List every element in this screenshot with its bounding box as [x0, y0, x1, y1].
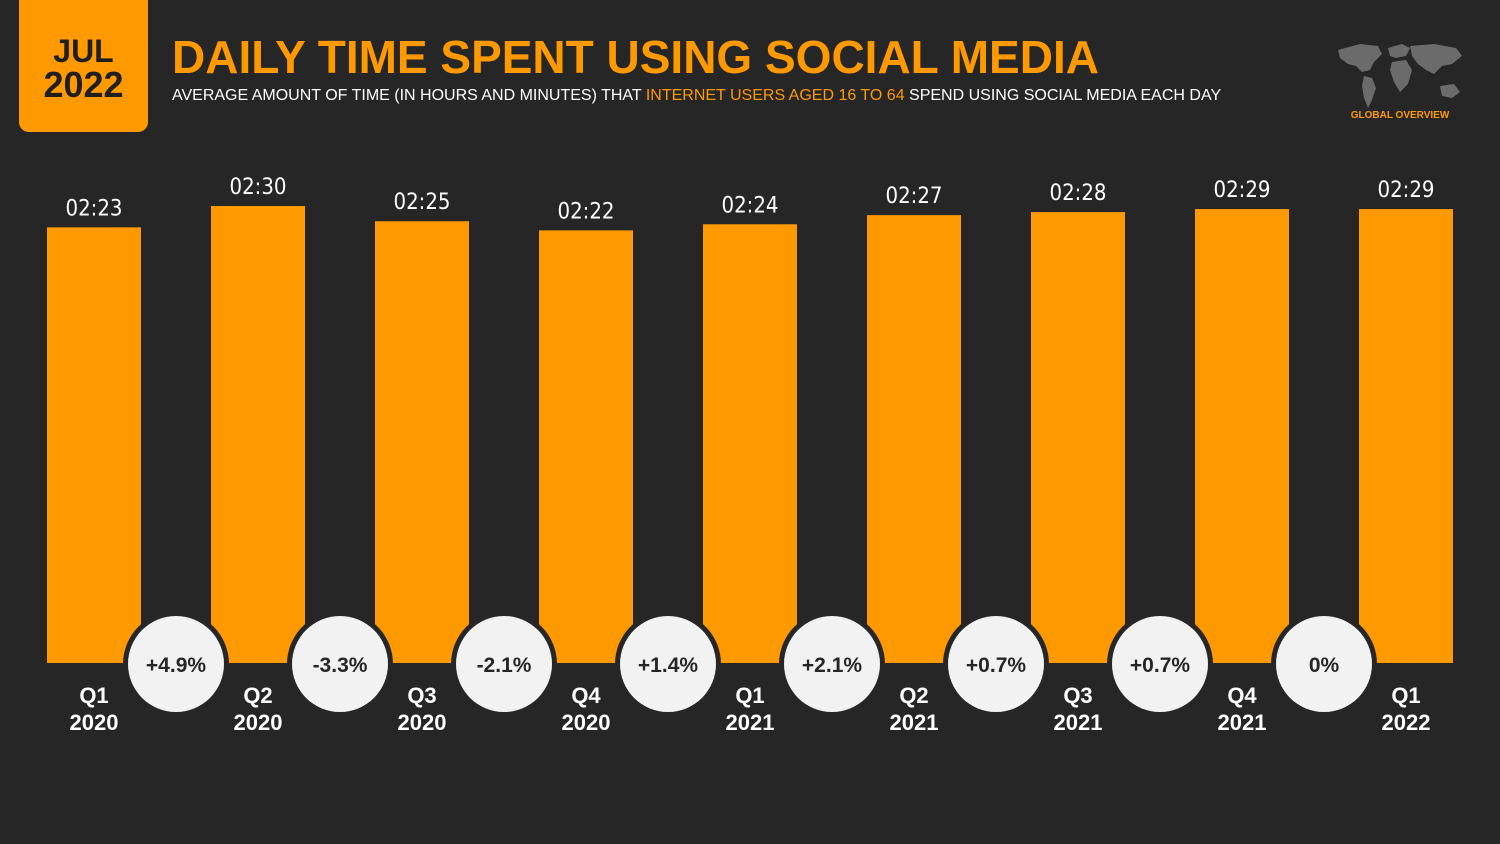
bar-value-label: 02:30: [229, 175, 286, 200]
category-year-label: 2020: [70, 710, 119, 735]
category-quarter-label: Q4: [1227, 683, 1257, 708]
subtitle-highlight: INTERNET USERS AGED 16 TO 64: [645, 87, 905, 104]
global-overview-label: GLOBAL OVERVIEW: [1350, 110, 1450, 121]
page-subtitle: AVERAGE AMOUNT OF TIME (IN HOURS AND MIN…: [172, 87, 1221, 105]
badge-month: JUL: [53, 33, 114, 69]
category-quarter-label: Q3: [1063, 683, 1092, 708]
change-badge: [1112, 616, 1208, 712]
category-year-label: 2020: [562, 710, 611, 735]
bar: [1359, 209, 1453, 663]
category-year-label: 2021: [1218, 710, 1267, 735]
bar-value-label: 02:22: [557, 199, 614, 224]
world-map-icon: [1338, 44, 1462, 108]
bar: [375, 221, 469, 663]
change-label: +0.7%: [966, 654, 1026, 677]
change-badge: [292, 616, 388, 712]
change-label: 0%: [1309, 654, 1340, 677]
bar: [211, 206, 305, 663]
change-badge: [620, 616, 716, 712]
change-label: -2.1%: [477, 654, 532, 677]
change-label: -3.3%: [313, 654, 368, 677]
category-quarter-label: Q2: [243, 683, 272, 708]
bar-value-label: 02:28: [1049, 181, 1106, 206]
page-title: DAILY TIME SPENT USING SOCIAL MEDIA: [172, 31, 1099, 83]
bar: [47, 227, 141, 663]
change-label: +1.4%: [638, 654, 698, 677]
change-badge: [128, 616, 224, 712]
change-label: +2.1%: [802, 654, 862, 677]
category-year-label: 2022: [1382, 710, 1431, 735]
category-year-label: 2021: [1054, 710, 1103, 735]
bar-value-label: 02:29: [1377, 178, 1434, 203]
bar-value-label: 02:29: [1213, 178, 1270, 203]
bar-value-label: 02:23: [65, 196, 122, 221]
bar: [1031, 212, 1125, 664]
change-badge: [784, 616, 880, 712]
category-quarter-label: Q1: [1391, 683, 1420, 708]
change-label: +4.9%: [146, 654, 206, 677]
change-badge: [1276, 616, 1372, 712]
category-quarter-label: Q1: [79, 683, 108, 708]
bar: [539, 230, 633, 663]
bar-value-label: 02:25: [393, 190, 450, 215]
category-quarter-label: Q1: [735, 683, 764, 708]
subtitle-post: SPEND USING SOCIAL MEDIA EACH DAY: [904, 87, 1222, 104]
bar: [703, 224, 797, 663]
change-badge: [456, 616, 552, 712]
bar: [1195, 209, 1289, 663]
change-badge: [948, 616, 1044, 712]
category-year-label: 2020: [398, 710, 447, 735]
category-year-label: 2021: [890, 710, 939, 735]
badge-year: 2022: [43, 64, 124, 105]
category-year-label: 2021: [726, 710, 775, 735]
category-quarter-label: Q4: [571, 683, 601, 708]
category-year-label: 2020: [234, 710, 283, 735]
category-quarter-label: Q3: [407, 683, 436, 708]
bar-value-label: 02:24: [721, 193, 778, 218]
bar: [867, 215, 961, 663]
subtitle-pre: AVERAGE AMOUNT OF TIME (IN HOURS AND MIN…: [172, 87, 646, 104]
date-badge: JUL 2022: [19, 0, 148, 132]
category-quarter-label: Q2: [899, 683, 928, 708]
bar-value-label: 02:27: [885, 184, 942, 209]
change-label: +0.7%: [1130, 654, 1190, 677]
